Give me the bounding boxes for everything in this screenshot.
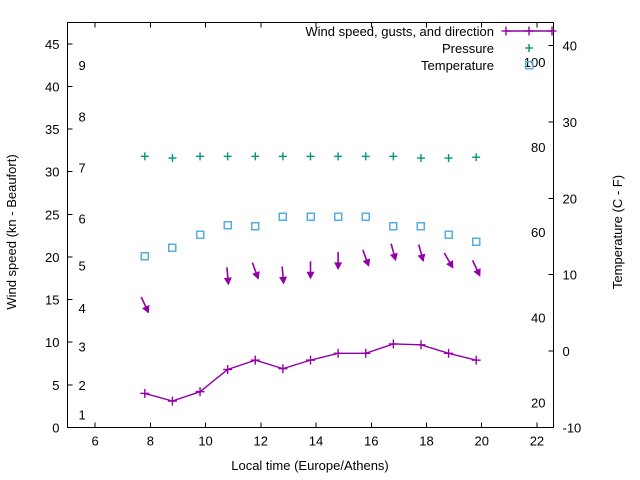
beaufort-label: 1 (79, 408, 86, 423)
wind-direction-arrow (443, 252, 454, 269)
y-right-tick-label: 30 (563, 115, 577, 130)
fahrenheit-label: 80 (531, 140, 545, 155)
series-2 (140, 212, 481, 261)
wind-direction-arrow (334, 251, 343, 270)
y-left-tick-label: 0 (52, 421, 59, 436)
legend-item-1[interactable]: Pressure (442, 41, 533, 56)
beaufort-label: 3 (79, 340, 86, 355)
y-right-tick-label: 0 (563, 344, 570, 359)
series-1 (140, 152, 481, 163)
beaufort-label: 5 (79, 259, 86, 274)
beaufort-label: 4 (79, 301, 86, 316)
wind-direction-arrow (140, 296, 150, 314)
wind-direction-arrow (389, 243, 398, 262)
x-tick-label: 14 (309, 434, 323, 449)
y-right-tick-label: -10 (563, 421, 582, 436)
beaufort-label: 2 (79, 378, 86, 393)
y-left-tick-label: 10 (45, 335, 59, 350)
wind-direction-arrow (471, 260, 481, 277)
x-tick-label: 22 (530, 434, 544, 449)
y-left-tick-label: 40 (45, 79, 59, 94)
beaufort-label: 6 (79, 212, 86, 227)
beaufort-label: 8 (79, 109, 86, 124)
x-tick-label: 20 (474, 434, 488, 449)
chart-legend: Wind speed, gusts, and direction Pressure… (305, 24, 557, 73)
wind-direction-arrow (362, 249, 371, 267)
wind-direction-arrow (279, 266, 288, 285)
fahrenheit-label: 40 (531, 310, 545, 325)
y-left-tick-label: 45 (45, 37, 59, 52)
y-axis-left-knots: 0 5 10 15 20 25 30 35 40 45 (45, 37, 73, 436)
series-0 (140, 339, 481, 406)
y-right-tick-label: 20 (563, 191, 577, 206)
x-tick-label: 8 (147, 434, 154, 449)
wind-direction-arrows (140, 243, 481, 314)
y-left-tick-label: 35 (45, 122, 59, 137)
legend-item-0[interactable]: Wind speed, gusts, and direction (305, 24, 557, 39)
legend-label: Temperature (421, 58, 494, 73)
x-tick-label: 10 (198, 434, 212, 449)
beaufort-label: 9 (79, 58, 86, 73)
y-left-tick-label: 25 (45, 207, 59, 222)
y-axis-title-left: Wind speed (kn - Beaufort) (4, 154, 19, 309)
x-axis: 6 8 10 12 14 16 18 20 22 (91, 22, 544, 449)
x-tick-label: 16 (364, 434, 378, 449)
legend-item-2[interactable]: Temperature (421, 58, 534, 73)
data-series-group (140, 152, 481, 406)
plot-frame (67, 22, 554, 428)
fahrenheit-label: 20 (531, 395, 545, 410)
y-left-tick-label: 30 (45, 165, 59, 180)
y-axis-title-right: Temperature (C - F) (610, 175, 625, 289)
fahrenheit-label: 100 (524, 55, 546, 70)
x-tick-label: 12 (254, 434, 268, 449)
y-axis-right-celsius: -10 0 10 20 30 40 (548, 38, 582, 436)
y-right-tick-label: 10 (563, 268, 577, 283)
wind-direction-arrow (251, 262, 260, 280)
legend-label: Wind speed, gusts, and direction (305, 24, 494, 39)
y-right-tick-label: 40 (563, 38, 577, 53)
beaufort-label: 7 (79, 160, 86, 175)
y-left-tick-label: 5 (52, 378, 59, 393)
y-left-tick-label: 20 (45, 250, 59, 265)
x-axis-title: Local time (Europe/Athens) (231, 458, 389, 473)
wind-direction-arrow (223, 267, 232, 286)
legend-label: Pressure (442, 41, 494, 56)
x-tick-label: 6 (91, 434, 98, 449)
wind-direction-arrow (417, 244, 426, 262)
y-axis-right-fahrenheit-labels: 20 40 60 80 100 (524, 55, 546, 410)
x-tick-label: 18 (419, 434, 433, 449)
fahrenheit-label: 60 (531, 225, 545, 240)
y-axis-left-beaufort-labels: 1 2 3 4 5 6 7 8 9 (79, 58, 86, 423)
wind-direction-arrow (306, 261, 315, 280)
y-left-tick-label: 15 (45, 293, 59, 308)
